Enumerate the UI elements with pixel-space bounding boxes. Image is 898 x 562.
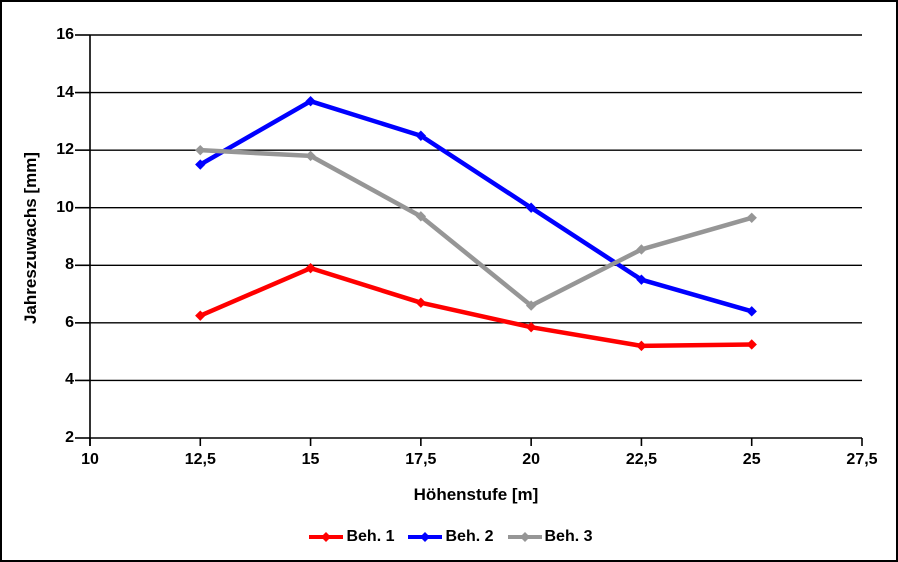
legend-line-marker-icon bbox=[507, 532, 542, 542]
x-axis-title: Höhenstufe [m] bbox=[413, 485, 539, 504]
series-line-beh-1 bbox=[198, 265, 754, 349]
x-tick-label: 22,5 bbox=[625, 451, 657, 468]
x-tick-label: 10 bbox=[81, 451, 99, 468]
data-point-marker bbox=[195, 159, 206, 170]
legend-line-marker-icon bbox=[408, 532, 443, 542]
y-tick-label: 12 bbox=[56, 141, 74, 159]
legend-item: Beh. 2 bbox=[408, 528, 494, 546]
x-tick-label: 20 bbox=[522, 451, 541, 468]
legend-item: Beh. 1 bbox=[309, 528, 394, 546]
legend-item: Beh. 3 bbox=[507, 528, 593, 546]
data-point-marker bbox=[195, 144, 206, 156]
data-point-marker bbox=[746, 339, 757, 350]
data-point-marker bbox=[305, 262, 316, 274]
data-point-marker bbox=[525, 321, 537, 333]
legend-label: Beh. 3 bbox=[544, 528, 593, 545]
data-point-marker bbox=[636, 340, 647, 352]
x-tick-label: 15 bbox=[301, 451, 320, 468]
x-tick-label: 25 bbox=[742, 451, 761, 468]
y-tick-label: 4 bbox=[65, 371, 74, 389]
series-line-beh-3 bbox=[198, 147, 754, 308]
legend-line-marker-icon bbox=[309, 532, 344, 542]
data-point-marker bbox=[195, 310, 206, 321]
data-point-marker bbox=[636, 274, 647, 285]
data-point-marker bbox=[636, 244, 647, 255]
x-tick-label: 12,5 bbox=[184, 451, 216, 468]
x-tick-label: 17,5 bbox=[405, 451, 437, 468]
y-tick-label: 10 bbox=[56, 198, 74, 216]
data-point-marker bbox=[415, 211, 427, 222]
data-point-marker bbox=[746, 212, 757, 223]
y-tick-label: 16 bbox=[56, 26, 74, 43]
data-point-marker bbox=[415, 297, 427, 308]
series-line-beh-2 bbox=[198, 98, 754, 314]
chart-legend: Beh. 1 Beh. 2 Beh. 3 bbox=[2, 528, 896, 546]
data-point-marker bbox=[415, 130, 427, 141]
data-point-marker bbox=[525, 300, 537, 311]
y-tick-label: 14 bbox=[56, 83, 74, 101]
y-tick-label: 8 bbox=[65, 256, 74, 274]
data-point-marker bbox=[305, 96, 316, 107]
x-tick-label: 27,5 bbox=[846, 451, 878, 468]
y-tick-label: 2 bbox=[65, 429, 74, 446]
legend-label: Beh. 1 bbox=[346, 528, 395, 545]
data-point-marker bbox=[525, 202, 537, 213]
y-axis-title: Jahreszuwachs [mm] bbox=[21, 152, 40, 324]
data-point-marker bbox=[305, 150, 316, 162]
data-point-marker bbox=[746, 306, 757, 317]
y-tick-label: 6 bbox=[65, 313, 74, 331]
legend-label: Beh. 2 bbox=[445, 528, 494, 545]
